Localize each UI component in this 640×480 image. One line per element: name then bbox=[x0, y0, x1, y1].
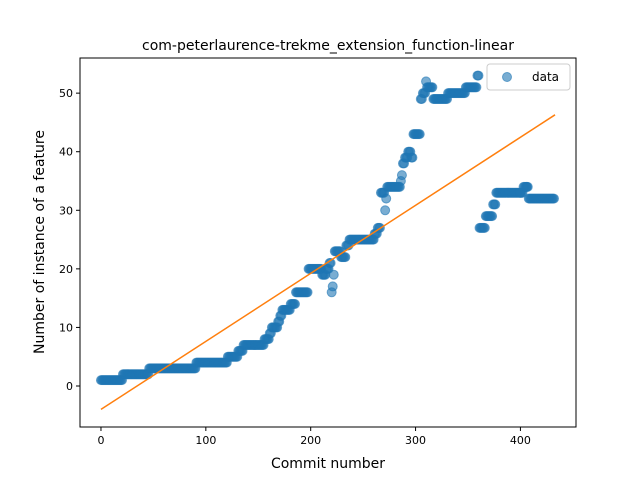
data-point bbox=[521, 181, 532, 192]
data-point bbox=[515, 187, 526, 198]
data-point bbox=[473, 70, 484, 81]
chart-title: com-peterlaurence-trekme_extension_funct… bbox=[142, 38, 514, 54]
x-tick-label: 0 bbox=[97, 434, 104, 447]
data-point bbox=[414, 129, 425, 140]
y-axis-label: Number of instance of a feature bbox=[32, 130, 48, 354]
data-point bbox=[422, 82, 433, 93]
data-point bbox=[289, 299, 300, 309]
legend-label-data: data bbox=[532, 70, 559, 84]
y-tick-label: 20 bbox=[59, 263, 73, 276]
legend: data bbox=[486, 63, 571, 91]
x-tick-label: 400 bbox=[510, 434, 531, 447]
y-tick-label: 30 bbox=[59, 204, 73, 217]
data-point bbox=[302, 287, 313, 298]
data-point bbox=[471, 82, 482, 93]
data-point bbox=[381, 193, 392, 204]
plot-frame bbox=[79, 57, 577, 428]
axes-layer: 0 100 200 300 400 0 10 20 30 40 50 bbox=[59, 87, 531, 447]
data-point bbox=[340, 252, 351, 263]
marks-layer bbox=[95, 70, 559, 411]
y-tick-label: 50 bbox=[59, 87, 73, 100]
x-tick-label: 300 bbox=[405, 434, 426, 447]
data-point bbox=[407, 152, 418, 163]
data-point bbox=[328, 269, 339, 280]
y-tick-label: 40 bbox=[59, 146, 73, 159]
y-tick-label: 0 bbox=[66, 380, 73, 393]
data-point bbox=[490, 199, 501, 210]
x-axis-label: Commit number bbox=[271, 456, 385, 472]
data-point bbox=[327, 281, 338, 292]
data-point bbox=[548, 193, 559, 204]
x-tick-label: 100 bbox=[195, 434, 216, 447]
data-point bbox=[396, 170, 407, 181]
y-tick-label: 10 bbox=[59, 321, 73, 334]
data-point bbox=[380, 205, 391, 216]
legend-marker-data bbox=[502, 72, 512, 82]
legend-frame bbox=[486, 63, 571, 91]
data-point bbox=[487, 211, 498, 222]
x-tick-label: 200 bbox=[300, 434, 321, 447]
data-point bbox=[479, 222, 490, 233]
linear-fit-line bbox=[100, 114, 556, 411]
